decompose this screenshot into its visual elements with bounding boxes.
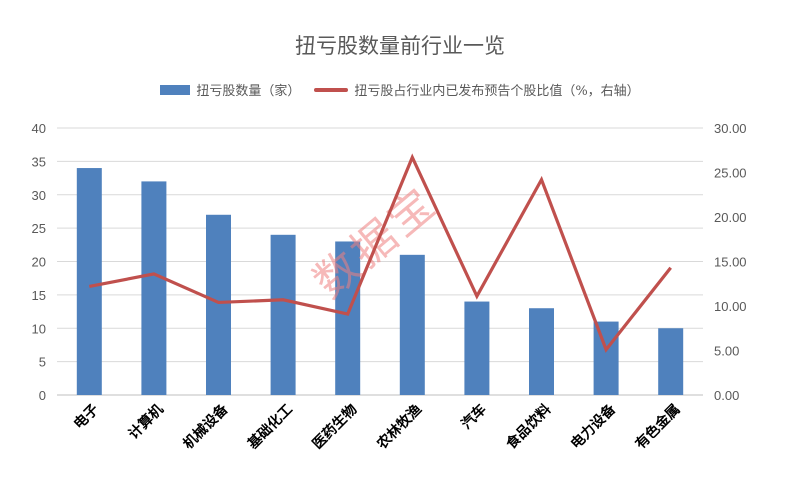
- bar: [335, 241, 361, 395]
- category-label: 医药生物: [309, 401, 361, 453]
- right-axis-tick: 10.00: [714, 299, 747, 314]
- category-label: 农林牧渔: [373, 401, 425, 453]
- left-axis-tick: 25: [32, 221, 46, 236]
- bar: [529, 308, 554, 395]
- category-label: 有色金属: [632, 401, 684, 453]
- right-axis-tick: 15.00: [714, 255, 747, 270]
- category-label: 机械设备: [180, 400, 232, 452]
- legend-bar-label: 扭亏股数量（家）: [196, 84, 301, 99]
- bar: [76, 168, 102, 395]
- bar: [206, 214, 231, 395]
- legend-line-label: 扭亏股占行业内已发布预告个股比值（%，右轴）: [354, 84, 640, 99]
- category-label: 电力设备: [567, 400, 619, 452]
- left-axis-tick: 5: [39, 355, 46, 370]
- right-axis-tick: 25.00: [714, 166, 747, 181]
- chart-title: 扭亏股数量前行业一览: [295, 34, 505, 58]
- bar: [593, 321, 619, 395]
- bar: [399, 254, 425, 395]
- right-axis-tick: 5.00: [714, 344, 739, 359]
- left-axis-tick: 40: [32, 121, 46, 136]
- left-axis-tick: 0: [39, 388, 46, 403]
- left-axis-tick: 20: [32, 255, 46, 270]
- right-axis-tick: 20.00: [714, 210, 747, 225]
- bar: [464, 301, 490, 395]
- category-label: 基础化工: [244, 401, 296, 453]
- bar: [270, 234, 296, 395]
- legend: 扭亏股数量（家） 扭亏股占行业内已发布预告个股比值（%，右轴）: [0, 80, 800, 99]
- category-label: 汽车: [458, 401, 490, 433]
- legend-line-swatch: [314, 87, 349, 92]
- category-label: 计算机: [125, 401, 167, 443]
- right-axis-tick: 0.00: [714, 388, 739, 403]
- legend-bar-swatch: [160, 84, 191, 95]
- left-axis-tick: 15: [32, 288, 46, 303]
- category-label: 食品饮料: [503, 401, 555, 453]
- category-label: 电子: [70, 401, 102, 433]
- left-axis-tick: 35: [32, 154, 46, 169]
- bar: [658, 328, 684, 395]
- left-axis-tick: 30: [32, 188, 46, 203]
- left-axis-tick: 10: [32, 321, 46, 336]
- ratio-line: [88, 153, 672, 353]
- bar: [141, 181, 167, 395]
- right-axis-tick: 30.00: [714, 121, 747, 136]
